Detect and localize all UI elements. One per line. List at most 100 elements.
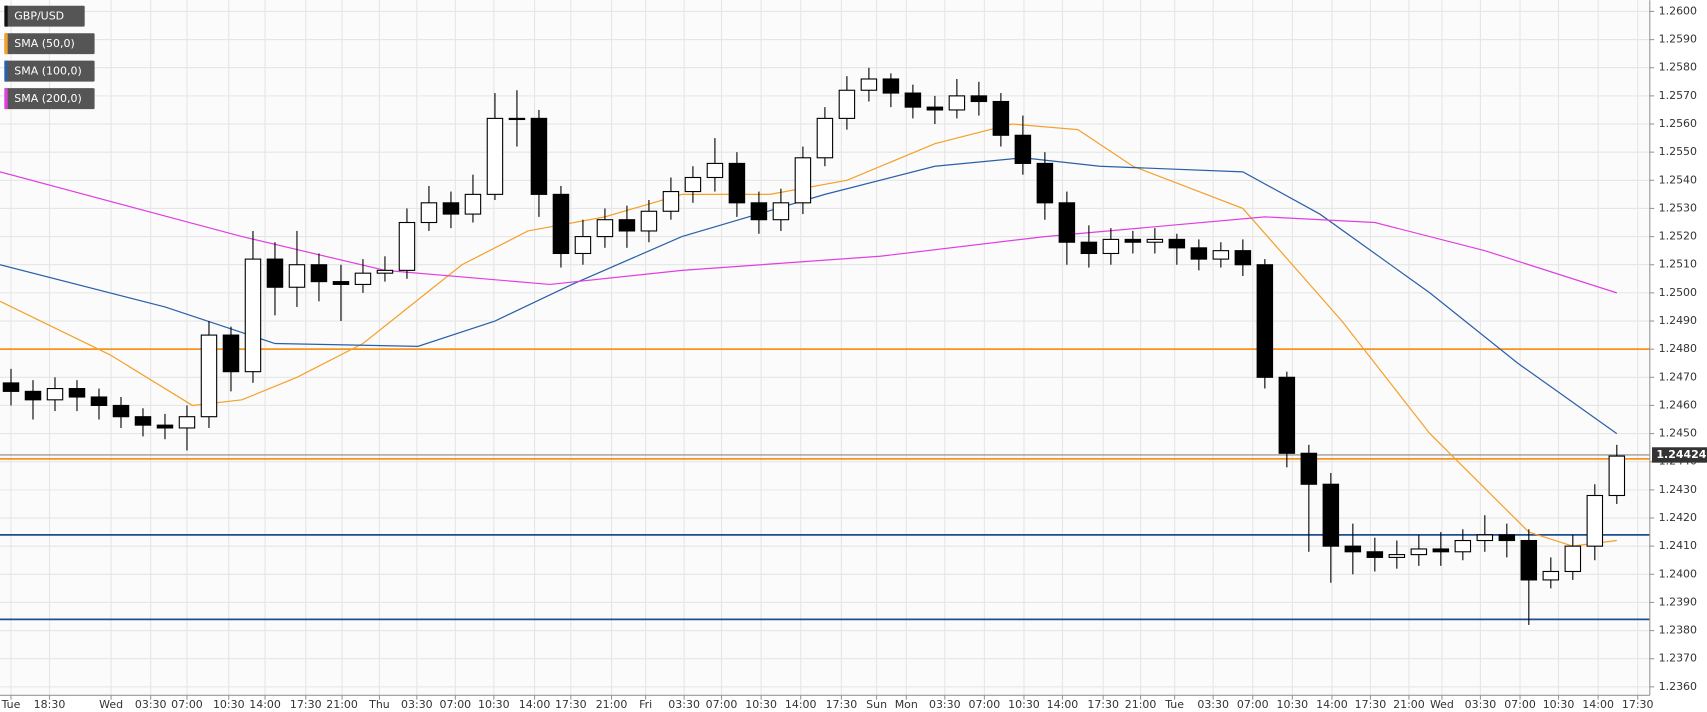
x-tick-label: 21:00 [1393, 698, 1425, 711]
x-tick-label: 14:00 [1316, 698, 1348, 711]
candle-body [684, 176, 702, 193]
candle-body [288, 264, 306, 288]
candle-body [596, 219, 614, 238]
x-tick-label: 10:30 [478, 698, 510, 711]
candle-body [1454, 539, 1472, 553]
x-tick-label: 14:00 [1582, 698, 1614, 711]
candle-body [354, 272, 372, 285]
x-tick-label: 03:30 [401, 698, 433, 711]
last-price-label: 1.24424 [1656, 448, 1706, 461]
candle-body [1278, 376, 1296, 454]
y-tick-label: 1.2550 [1659, 145, 1697, 158]
y-tick-label: 1.2480 [1659, 342, 1697, 355]
candle-body [552, 193, 570, 255]
candle-body [1102, 238, 1120, 255]
candle-body [1234, 250, 1252, 266]
candle-body [1432, 548, 1450, 553]
y-tick-label: 1.2450 [1659, 427, 1697, 440]
x-tick-label: 10:30 [1543, 698, 1575, 711]
x-tick-label: Tue [1, 698, 21, 711]
x-tick-label: 17:30 [826, 698, 858, 711]
candle-body [1388, 554, 1406, 558]
candle-body [970, 95, 988, 103]
candle-body [1080, 241, 1098, 255]
legend-box [4, 5, 85, 27]
y-tick-label: 1.2410 [1659, 539, 1697, 552]
candle-body [134, 416, 152, 426]
x-tick-label: Thu [368, 698, 390, 711]
candle-body [772, 202, 790, 221]
candle-body [728, 162, 746, 204]
y-tick-label: 1.2380 [1659, 624, 1697, 637]
candle-body [706, 162, 724, 179]
candle-body [112, 404, 130, 418]
x-tick-label: Tue [1164, 698, 1184, 711]
candle-body [464, 193, 482, 215]
y-tick-label: 1.2420 [1659, 511, 1697, 524]
candle-body [508, 117, 526, 121]
candle-body [68, 388, 86, 398]
x-tick-label: 03:30 [135, 698, 167, 711]
x-tick-label: Mon [895, 698, 918, 711]
candle-body [1014, 134, 1032, 164]
x-tick-label: 03:30 [1465, 698, 1497, 711]
candle-body [1168, 238, 1186, 249]
x-tick-label: 21:00 [326, 698, 358, 711]
candle-body [640, 210, 658, 232]
x-tick-label: 10:30 [1277, 698, 1309, 711]
candle-body [574, 236, 592, 255]
candle-body [1366, 551, 1384, 558]
candle-body [1036, 162, 1054, 204]
x-tick-label: 07:00 [969, 698, 1001, 711]
candle-body [1256, 264, 1274, 378]
candle-body [1542, 570, 1560, 581]
x-tick-label: 14:00 [1047, 698, 1079, 711]
candle-body [948, 95, 966, 111]
candle-body [1322, 483, 1340, 547]
y-tick-label: 1.2580 [1659, 61, 1697, 74]
candle-body [1212, 250, 1230, 260]
candle-body [530, 117, 548, 195]
x-tick-label: 03:30 [668, 698, 700, 711]
candle-body [1608, 455, 1626, 497]
candle-body [904, 92, 922, 108]
x-tick-label: 07:00 [440, 698, 472, 711]
x-tick-label: 07:00 [1237, 698, 1269, 711]
last-price-box [1652, 447, 1707, 463]
y-tick-label: 1.2540 [1659, 173, 1697, 186]
y-tick-label: 1.2390 [1659, 595, 1697, 608]
candle-body [1520, 539, 1538, 581]
candle-body [618, 219, 636, 232]
candle-body [376, 269, 394, 274]
candle-body [1476, 534, 1494, 542]
y-tick-label: 1.2430 [1659, 483, 1697, 496]
x-tick-label: 03:30 [929, 698, 961, 711]
y-tick-label: 1.2510 [1659, 258, 1697, 271]
candle-body [2, 382, 20, 392]
legend-swatch [4, 60, 8, 82]
candle-body [486, 117, 504, 195]
candle-body [1344, 545, 1362, 553]
x-tick-label: 14:00 [519, 698, 551, 711]
x-tick-label: 17:30 [555, 698, 587, 711]
x-tick-label: 17:30 [1087, 698, 1119, 711]
legend-label: SMA (100,0) [14, 65, 81, 78]
candle-body [794, 157, 812, 204]
candle-body [222, 334, 240, 373]
candle-body [178, 416, 196, 429]
candle-body [244, 258, 262, 373]
candle-body [1190, 247, 1208, 260]
candle-body [882, 78, 900, 94]
candle-body [46, 388, 64, 401]
x-tick-label: 10:30 [213, 698, 245, 711]
candle-body [1058, 202, 1076, 243]
x-tick-label: 17:30 [1355, 698, 1387, 711]
y-tick-label: 1.2530 [1659, 201, 1697, 214]
y-tick-label: 1.2560 [1659, 117, 1697, 130]
candle-body [310, 264, 328, 283]
y-tick-label: 1.2590 [1659, 33, 1697, 46]
x-tick-label: 10:30 [745, 698, 777, 711]
x-tick-label: 18:30 [34, 698, 66, 711]
x-tick-label: 21:00 [596, 698, 628, 711]
